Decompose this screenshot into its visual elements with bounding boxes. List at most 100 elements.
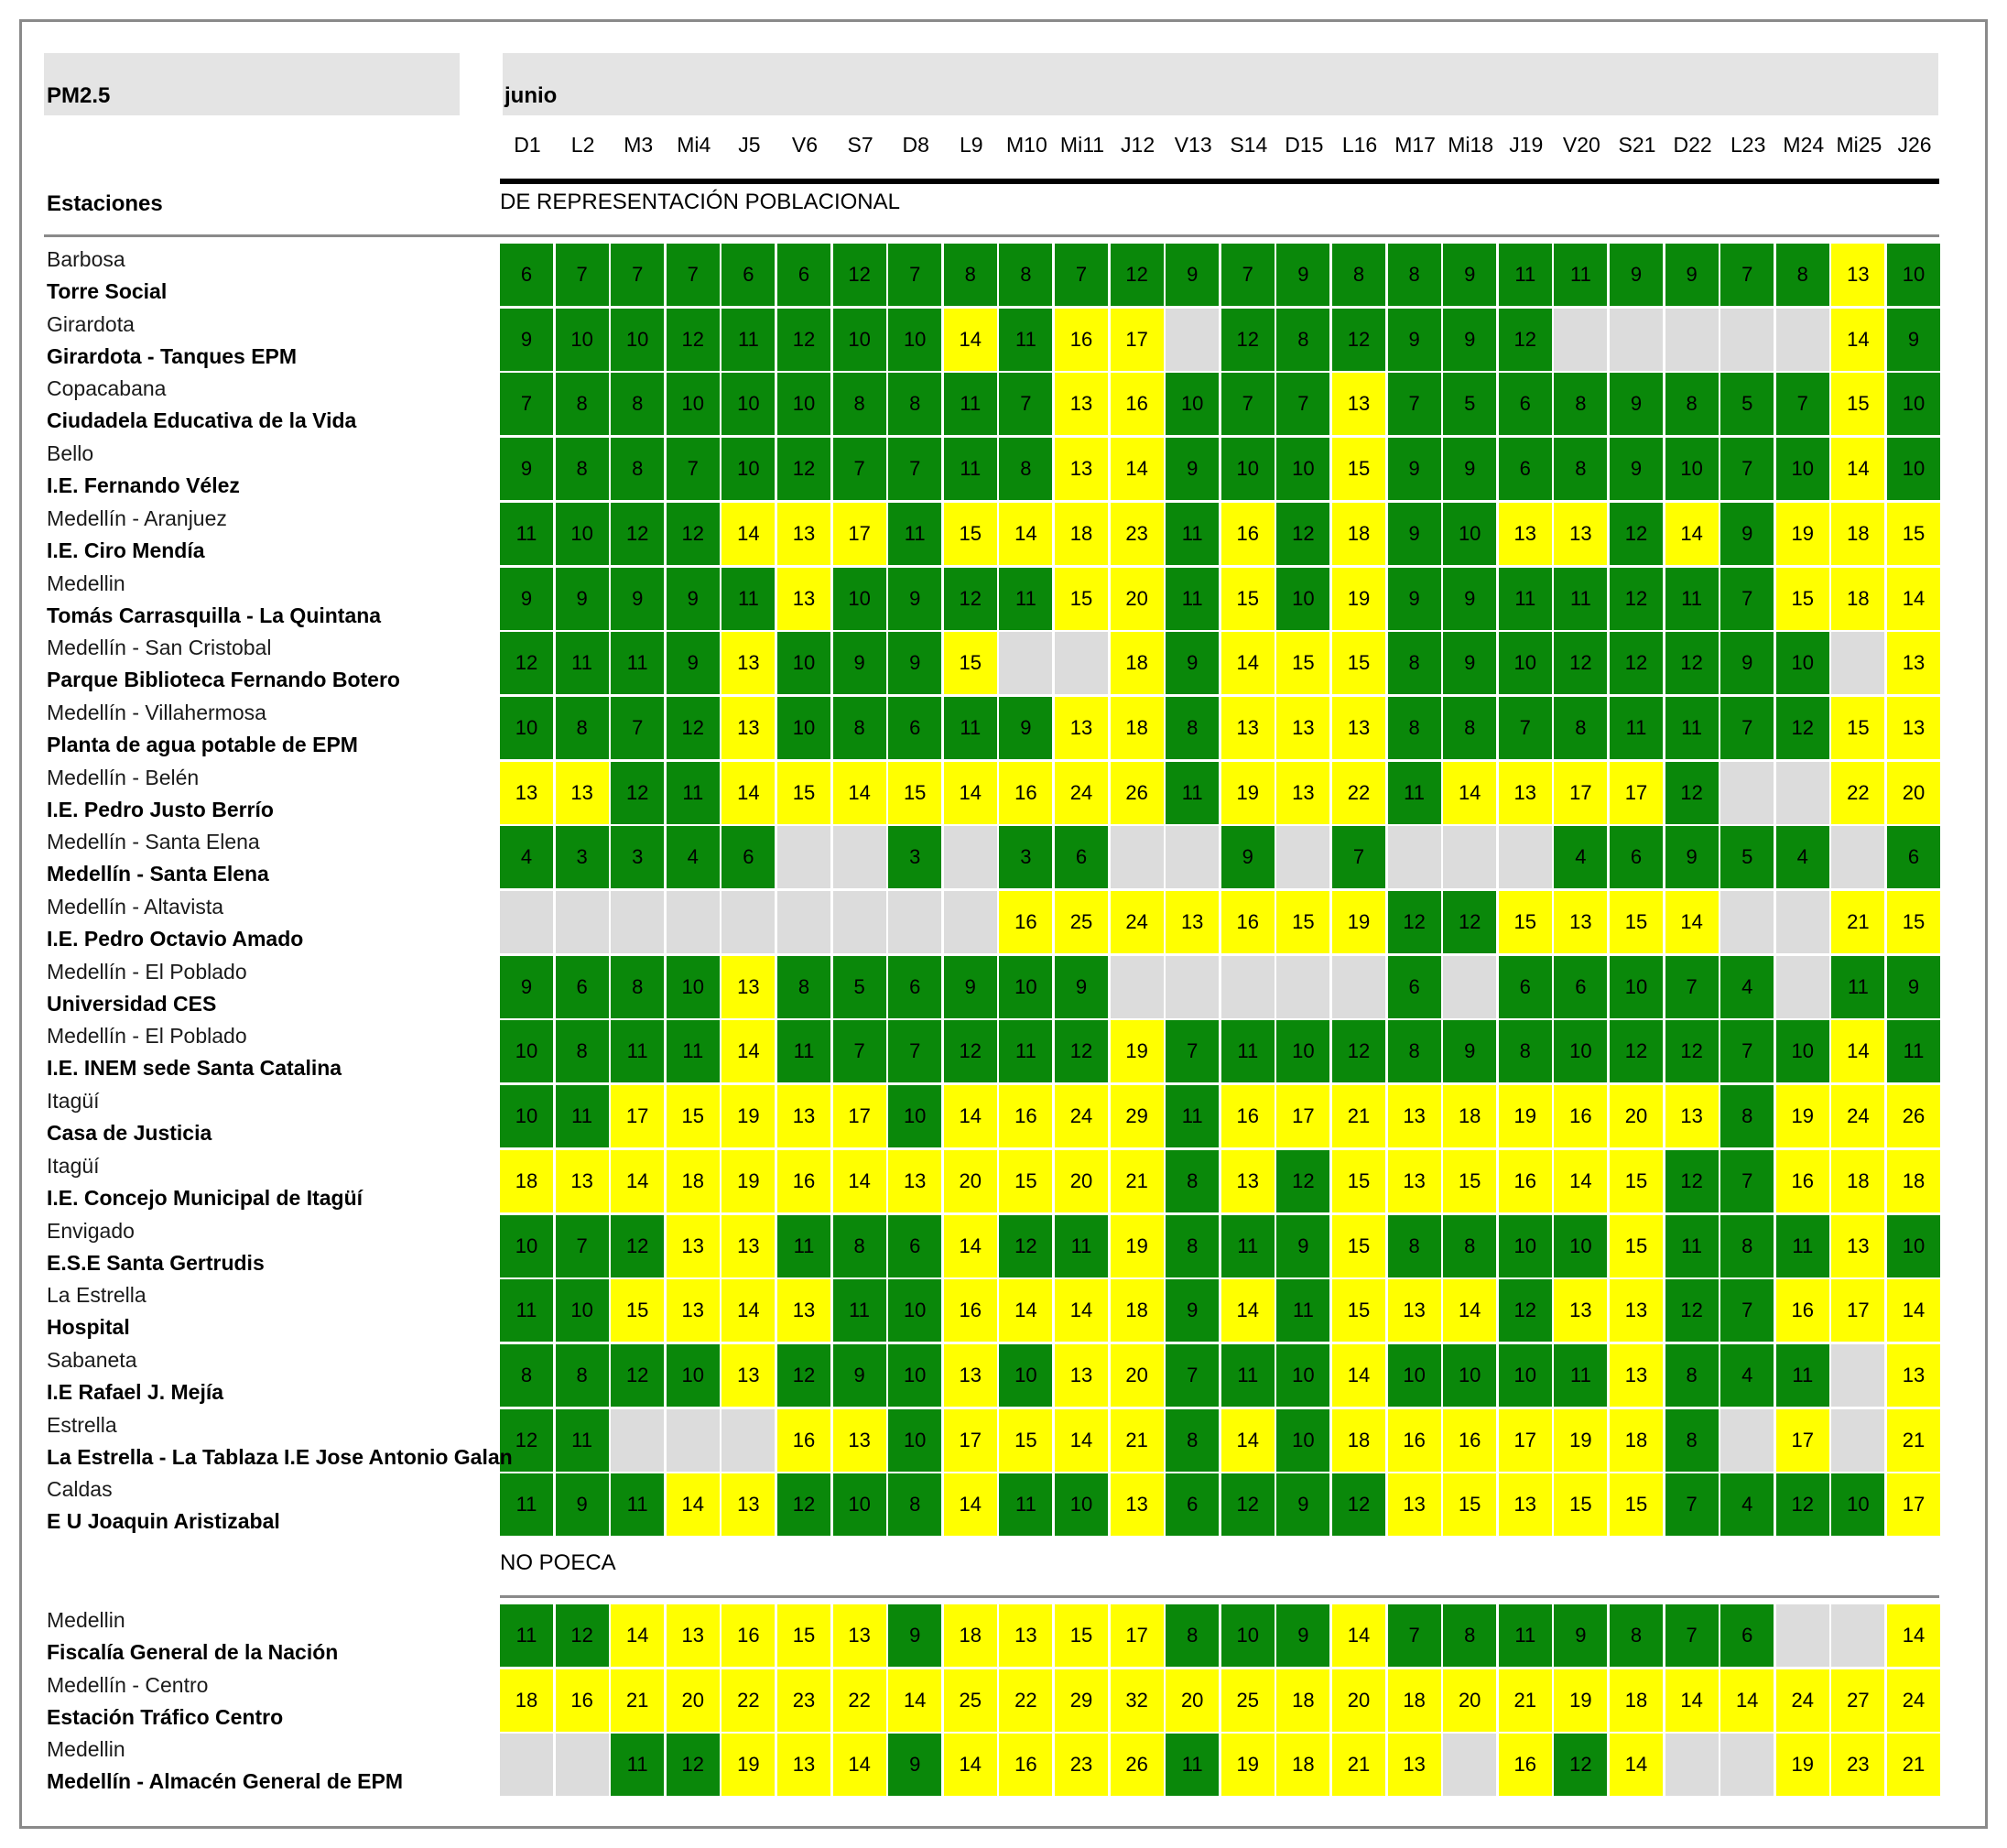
value-cell: 21 xyxy=(1110,1408,1164,1472)
value-cell: 6 xyxy=(555,955,609,1018)
value-cell: 13 xyxy=(721,955,776,1018)
value-cell: 18 xyxy=(1443,1085,1497,1148)
value-cell: 13 xyxy=(721,1473,776,1537)
value-cell: 17 xyxy=(1276,1085,1330,1148)
value-cell: 11 xyxy=(500,1473,553,1537)
value-cell: 17 xyxy=(1498,1408,1552,1472)
station-city: Medellin xyxy=(47,1737,125,1762)
value-cell: 12 xyxy=(777,1343,830,1407)
station-name: Estación Tráfico Centro xyxy=(47,1704,284,1729)
value-cell: 9 xyxy=(1443,632,1497,695)
value-cell: 10 xyxy=(1775,1020,1829,1083)
value-cell: 14 xyxy=(1610,1734,1663,1797)
value-cell: 12 xyxy=(1055,1020,1108,1083)
value-cell: 12 xyxy=(832,244,886,306)
value-cell xyxy=(1775,955,1829,1018)
value-cell: 6 xyxy=(1498,373,1552,436)
station-name: I.E Rafael J. Mejía xyxy=(47,1379,224,1404)
value-cell: 4 xyxy=(1720,955,1774,1018)
value-cell: 18 xyxy=(1332,1408,1385,1472)
value-cell: 11 xyxy=(1387,761,1441,824)
value-cell: 10 xyxy=(999,1343,1053,1407)
station-city: Estrella xyxy=(47,1412,117,1437)
station-name: Hospital xyxy=(47,1315,130,1340)
value-cell: 8 xyxy=(1554,373,1608,436)
value-cell: 16 xyxy=(1055,308,1108,371)
value-cell: 14 xyxy=(611,1149,665,1212)
value-cell: 16 xyxy=(999,761,1053,824)
station-city: Bello xyxy=(47,441,94,466)
value-cell xyxy=(666,891,720,953)
value-cell: 8 xyxy=(611,373,665,436)
value-cell: 23 xyxy=(1831,1734,1885,1797)
value-cell xyxy=(500,891,553,953)
value-cell: 13 xyxy=(721,1343,776,1407)
station-name: I.E. Pedro Justo Berrío xyxy=(47,797,274,821)
value-cell: 12 xyxy=(666,502,720,565)
section-rule xyxy=(500,1595,1939,1598)
value-cell: 16 xyxy=(1110,373,1164,436)
value-cell: 8 xyxy=(555,1020,609,1083)
value-cell: 13 xyxy=(1831,1214,1885,1277)
value-cell: 8 xyxy=(1166,696,1220,759)
value-cell: 7 xyxy=(1276,373,1330,436)
value-cell: 19 xyxy=(1775,502,1829,565)
value-cell: 11 xyxy=(943,696,997,759)
value-cell: 11 xyxy=(943,438,997,501)
value-cell: 9 xyxy=(1610,438,1663,501)
value-cell xyxy=(1387,826,1441,889)
value-cell: 8 xyxy=(832,373,886,436)
value-cell: 26 xyxy=(1887,1085,1940,1148)
value-cell: 10 xyxy=(1610,955,1663,1018)
value-cell: 9 xyxy=(1166,438,1220,501)
value-cell: 15 xyxy=(1332,438,1385,501)
value-cell: 10 xyxy=(1443,1343,1497,1407)
station-name: Parque Biblioteca Fernando Botero xyxy=(47,668,400,692)
value-cell: 9 xyxy=(1166,632,1220,695)
value-cell: 24 xyxy=(1110,891,1164,953)
value-cell: 7 xyxy=(555,1214,609,1277)
value-cell: 15 xyxy=(1332,632,1385,695)
value-cell: 6 xyxy=(721,826,776,889)
value-cell: 19 xyxy=(1554,1669,1608,1732)
value-cell: 18 xyxy=(1831,1149,1885,1212)
value-cell: 9 xyxy=(1665,244,1719,306)
value-cell: 25 xyxy=(1055,891,1108,953)
pollutant-title: PM2.5 xyxy=(47,83,111,108)
value-cell: 9 xyxy=(832,1343,886,1407)
value-cell: 7 xyxy=(1720,567,1774,630)
value-cell xyxy=(1610,308,1663,371)
station-city: Caldas xyxy=(47,1477,113,1502)
value-cell: 11 xyxy=(1554,1343,1608,1407)
value-cell: 10 xyxy=(1276,567,1330,630)
value-cell: 9 xyxy=(500,567,553,630)
value-cell: 9 xyxy=(1887,955,1940,1018)
value-cell: 8 xyxy=(555,1343,609,1407)
value-cell: 15 xyxy=(1443,1473,1497,1537)
value-cell: 18 xyxy=(1276,1734,1330,1797)
value-cell: 14 xyxy=(611,1604,665,1667)
value-cell: 13 xyxy=(1332,373,1385,436)
value-cell: 3 xyxy=(888,826,942,889)
value-cell: 15 xyxy=(999,1149,1053,1212)
value-cell: 13 xyxy=(1887,632,1940,695)
value-cell: 29 xyxy=(1055,1669,1108,1732)
value-cell: 10 xyxy=(1166,373,1220,436)
value-cell: 8 xyxy=(832,696,886,759)
column-header: M17 xyxy=(1394,133,1436,157)
value-cell: 9 xyxy=(1276,244,1330,306)
value-cell: 9 xyxy=(1387,502,1441,565)
value-cell: 11 xyxy=(1220,1020,1275,1083)
value-cell: 12 xyxy=(1332,308,1385,371)
value-cell xyxy=(1775,891,1829,953)
value-cell: 8 xyxy=(555,373,609,436)
value-cell: 14 xyxy=(832,1149,886,1212)
value-cell: 12 xyxy=(1276,502,1330,565)
value-cell: 4 xyxy=(666,826,720,889)
value-cell: 18 xyxy=(1831,502,1885,565)
value-cell xyxy=(1276,955,1330,1018)
value-cell: 6 xyxy=(721,244,776,306)
value-cell: 8 xyxy=(1166,1149,1220,1212)
value-cell: 14 xyxy=(1055,1408,1108,1472)
value-cell: 14 xyxy=(1554,1149,1608,1212)
